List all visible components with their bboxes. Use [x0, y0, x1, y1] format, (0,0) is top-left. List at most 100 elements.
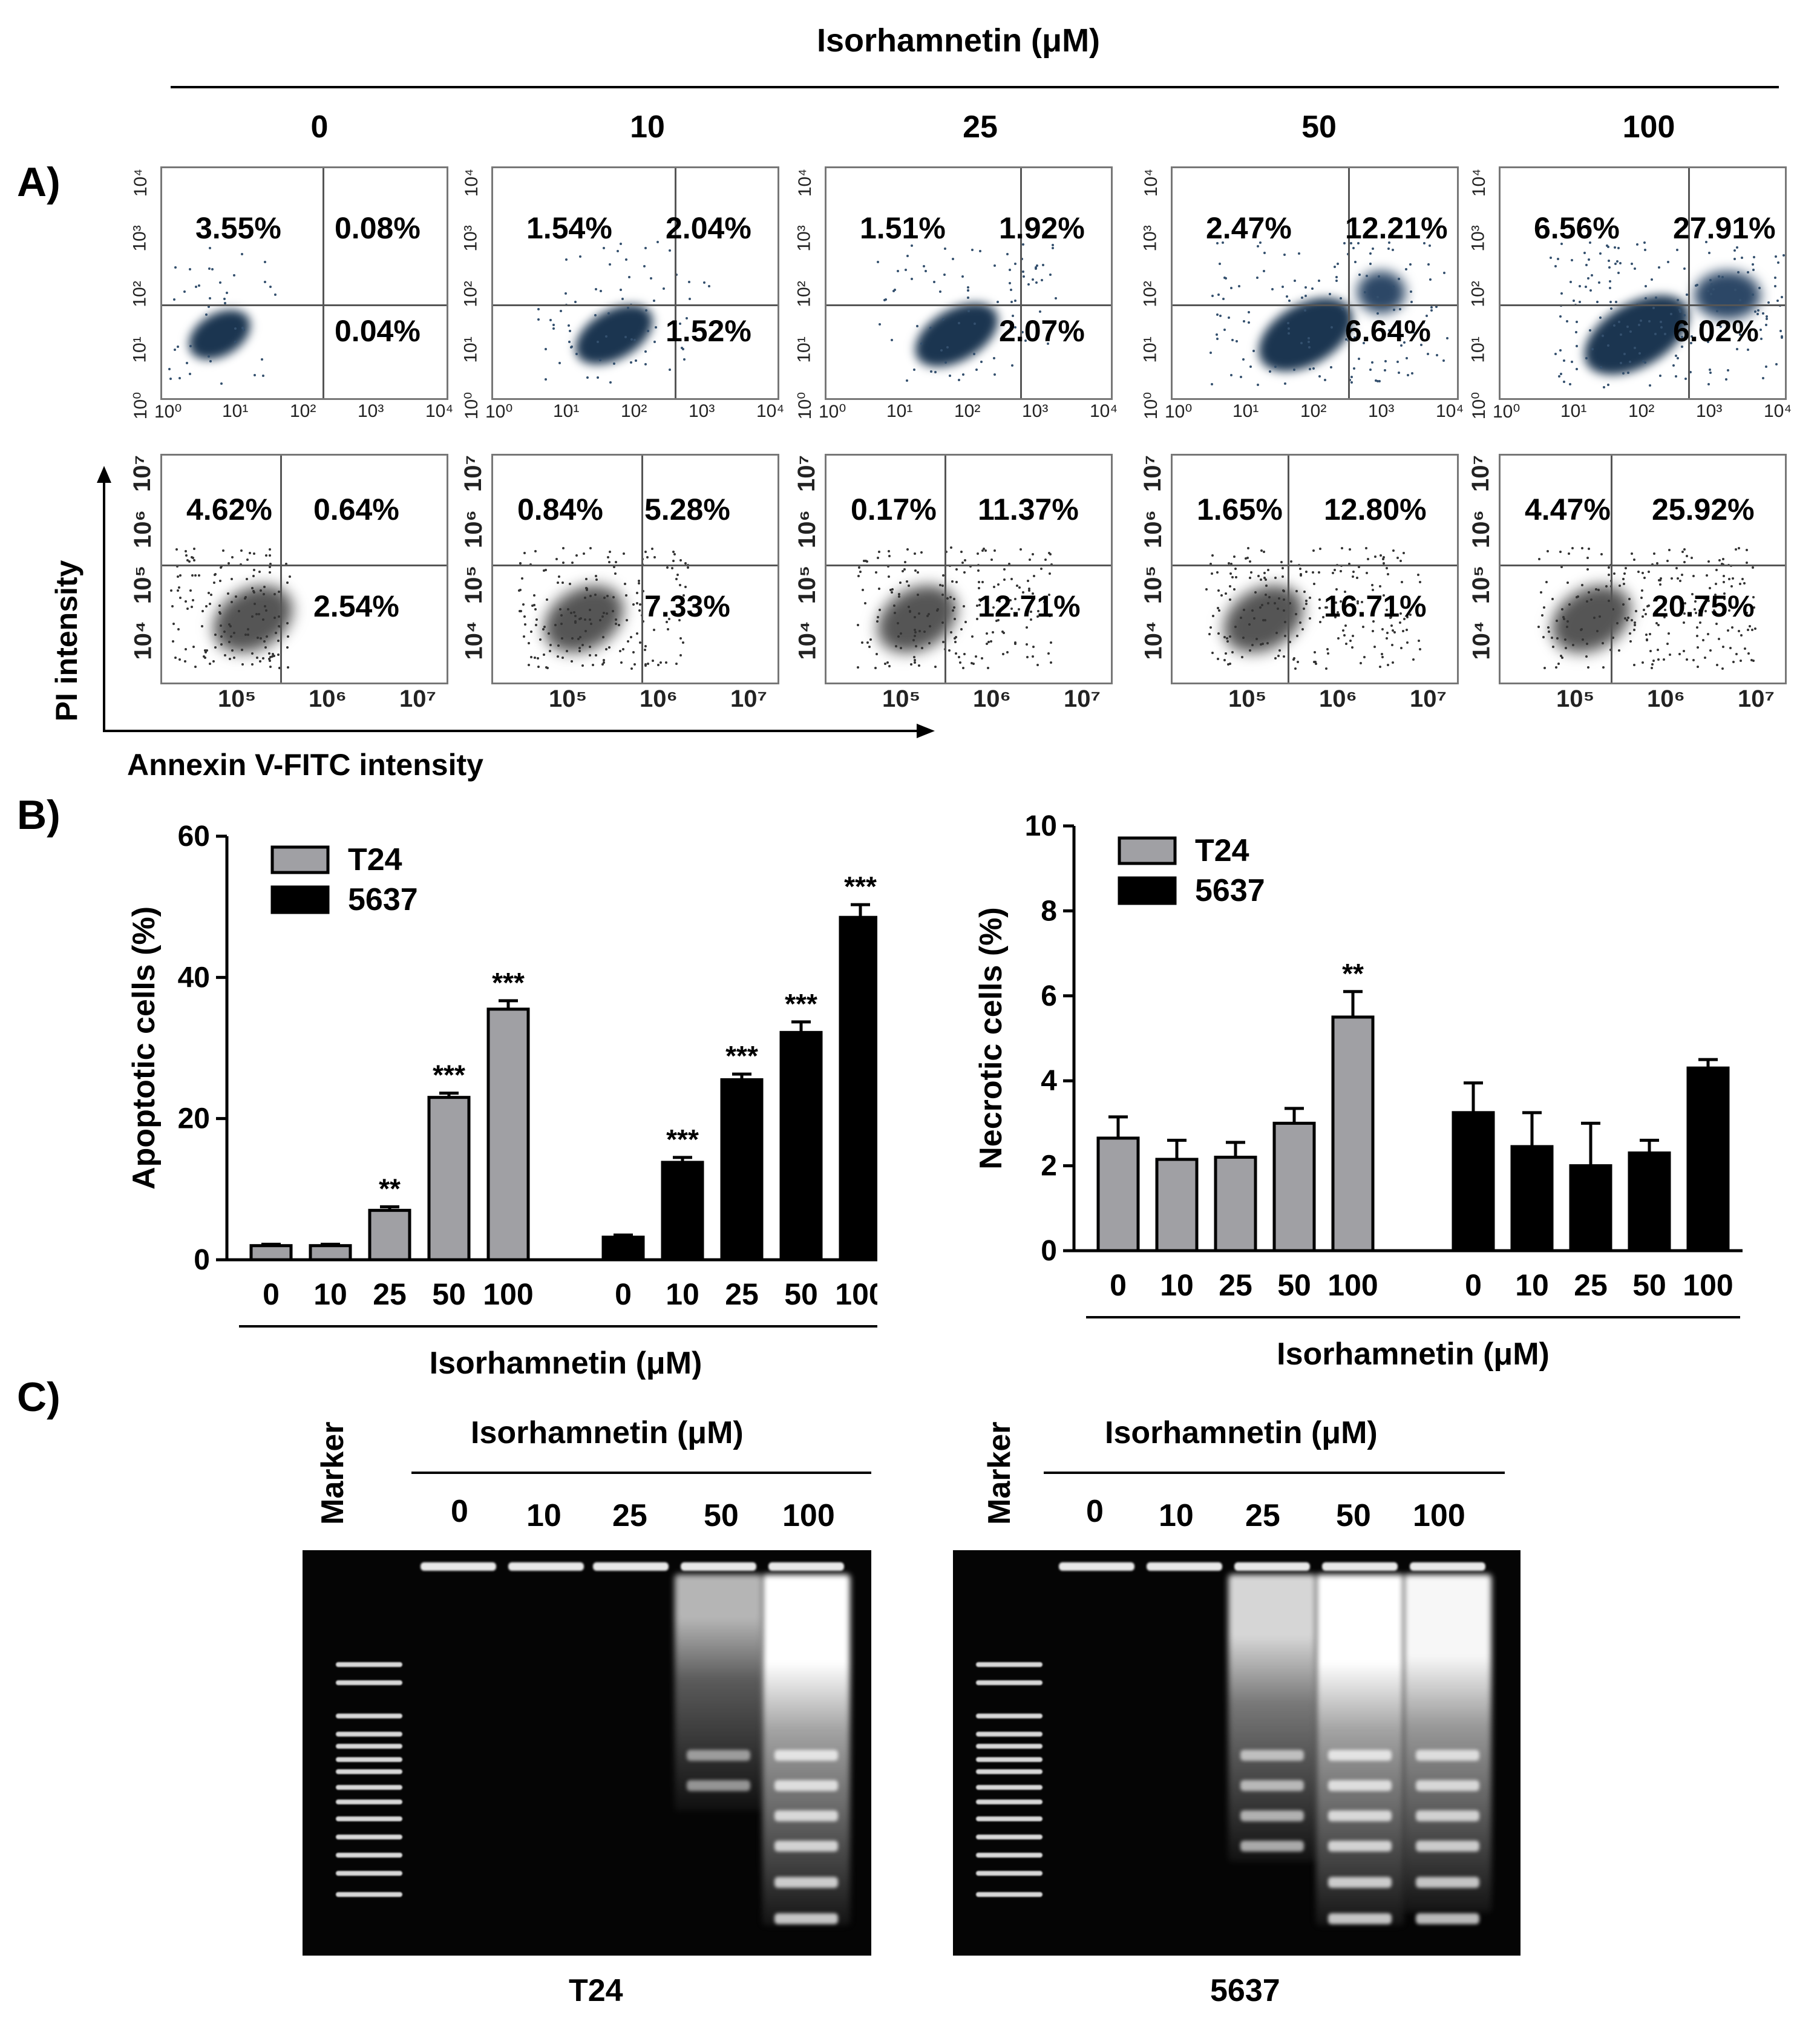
- x-tick-label: 10¹: [1232, 401, 1259, 421]
- event-dot: [874, 571, 877, 574]
- event-dot: [209, 297, 212, 300]
- quadrant-percent-ul: 0.84%: [517, 493, 603, 526]
- event-dot: [1249, 649, 1252, 652]
- event-dot: [589, 654, 592, 657]
- event-dot: [642, 620, 645, 623]
- event-dot: [169, 377, 172, 380]
- event-dot: [175, 548, 178, 551]
- event-dot: [1581, 638, 1584, 641]
- event-dot: [1035, 267, 1038, 270]
- event-dot: [1753, 627, 1756, 630]
- event-dot: [1360, 662, 1363, 665]
- event-dot: [584, 577, 588, 580]
- quadrant-gate-vertical: [1288, 456, 1289, 683]
- x-tick-label: 10¹: [553, 401, 580, 421]
- event-dot: [905, 269, 908, 272]
- event-dot: [607, 312, 610, 315]
- event-dot: [1643, 241, 1646, 244]
- event-dot: [967, 296, 970, 299]
- event-dot: [1229, 562, 1232, 565]
- event-dot: [941, 621, 944, 624]
- y-tick-label: 10¹: [794, 336, 814, 363]
- event-dot: [1435, 305, 1438, 308]
- event-dot: [1034, 266, 1037, 269]
- event-dot: [1385, 566, 1388, 569]
- event-dot: [194, 574, 197, 577]
- event-dot: [1323, 379, 1326, 382]
- event-dot: [1765, 365, 1768, 368]
- event-dot: [874, 666, 877, 669]
- event-dot: [1577, 595, 1580, 598]
- well-band: [1234, 1562, 1310, 1571]
- event-dot: [958, 661, 961, 664]
- event-dot: [967, 310, 970, 313]
- event-dot: [1392, 661, 1395, 664]
- event-dot: [1255, 276, 1259, 279]
- x-tick-label: 0: [1465, 1268, 1482, 1302]
- event-dot: [981, 581, 984, 584]
- event-dot: [251, 615, 254, 618]
- event-dot: [544, 378, 547, 381]
- event-dot: [1399, 307, 1402, 310]
- event-dot: [1657, 649, 1660, 652]
- gel1-lane-10: 10: [526, 1498, 561, 1533]
- event-dot: [534, 549, 537, 552]
- bar-T24-100: [1331, 1015, 1375, 1253]
- event-dot: [1210, 572, 1213, 575]
- x-tick-label: 10⁷: [1410, 686, 1447, 712]
- event-dot: [955, 568, 958, 571]
- event-dot: [1587, 547, 1590, 550]
- event-dot: [1555, 619, 1558, 622]
- event-dot: [1409, 614, 1412, 617]
- event-dot: [617, 249, 620, 252]
- event-dot: [602, 611, 605, 614]
- event-dot: [1369, 252, 1372, 255]
- event-dot: [652, 660, 655, 663]
- event-dot: [1274, 577, 1277, 580]
- event-dot: [1654, 296, 1657, 300]
- ladder-rung: [774, 1841, 838, 1852]
- event-dot: [672, 559, 675, 562]
- event-dot: [609, 381, 612, 384]
- event-dot: [1029, 618, 1032, 621]
- event-dot: [1678, 308, 1681, 311]
- ladder-rung: [1416, 1750, 1479, 1761]
- x-tick-label: 10³: [689, 401, 715, 421]
- event-dot: [1228, 316, 1231, 319]
- event-dot: [1263, 577, 1266, 580]
- event-dot: [675, 662, 678, 665]
- event-dot: [284, 563, 287, 565]
- event-dot: [1624, 567, 1627, 570]
- event-dot: [1262, 642, 1265, 645]
- event-dot: [1312, 367, 1315, 370]
- event-dot: [1412, 331, 1415, 334]
- event-dot: [1331, 571, 1334, 574]
- event-dot: [927, 613, 930, 615]
- event-dot: [1554, 352, 1557, 355]
- event-dot: [1337, 637, 1340, 640]
- ladder-rung: [1416, 1913, 1479, 1924]
- event-dot: [561, 657, 564, 660]
- quadrant-percent-ur: 0.08%: [335, 211, 421, 245]
- event-dot: [262, 618, 265, 621]
- event-dot: [1608, 574, 1611, 577]
- event-dot: [1542, 636, 1545, 639]
- ladder-rung: [1328, 1841, 1392, 1852]
- event-dot: [1263, 572, 1266, 575]
- y-tick-label: 10⁴: [794, 621, 821, 660]
- y-tick-label: 10⁰: [1469, 391, 1490, 420]
- event-dot: [998, 600, 1001, 603]
- event-dot: [269, 565, 272, 568]
- event-dot: [618, 649, 621, 652]
- event-dot: [1594, 588, 1597, 591]
- event-dot: [951, 580, 954, 583]
- quadrant-percent-lr: 20.75%: [1652, 589, 1755, 623]
- event-dot: [1758, 286, 1761, 289]
- marker-band: [976, 1853, 1043, 1858]
- event-dot: [1560, 607, 1563, 611]
- event-dot: [255, 657, 258, 660]
- event-dot: [1049, 614, 1052, 617]
- event-dot: [1282, 598, 1285, 601]
- event-dot: [1563, 381, 1566, 384]
- event-dot: [1704, 610, 1707, 613]
